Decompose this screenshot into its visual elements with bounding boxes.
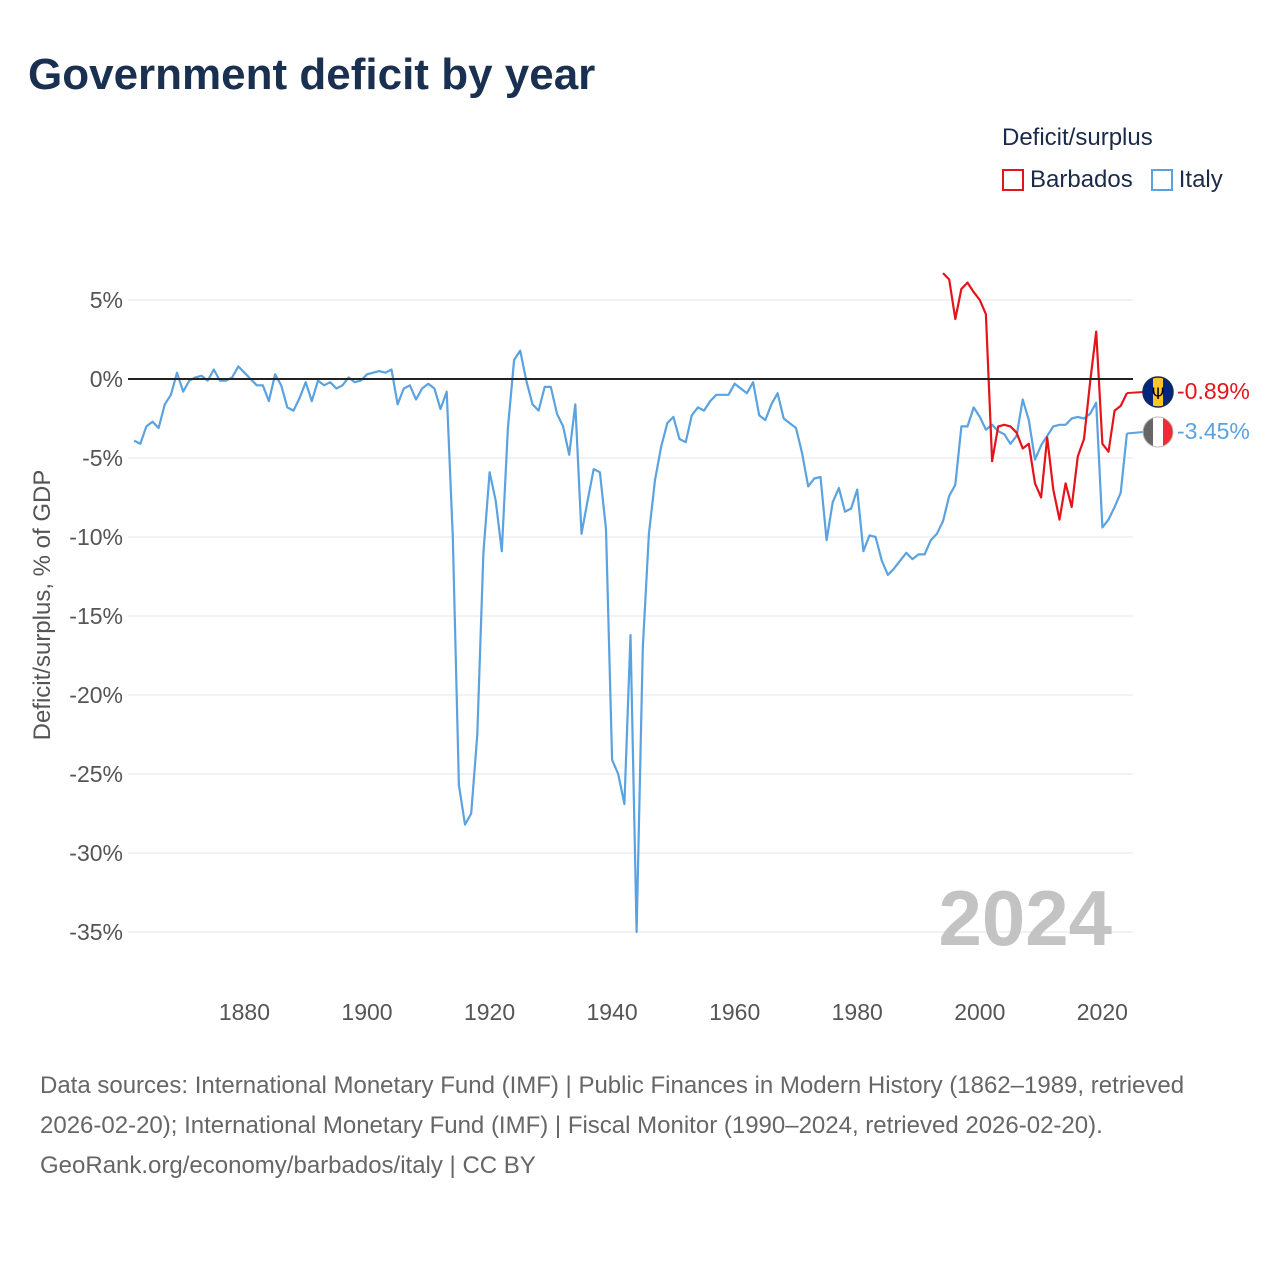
x-tick-label: 1920 [464,999,515,1025]
series-line-barbados [942,272,1128,521]
y-axis-label: Deficit/surplus, % of GDP [29,470,56,741]
gridlines [128,299,1133,933]
barbados-flag-icon: Ψ [1142,376,1174,408]
y-tick-label: 5% [90,287,123,313]
chart-title: Government deficit by year [28,50,596,99]
x-axis-ticks: 1880 1900 1920 1940 1960 1980 2000 2020 [219,999,1128,1025]
y-tick-label: -15% [69,603,123,629]
x-tick-label: 1980 [832,999,883,1025]
footer: Data sources: International Monetary Fun… [40,1066,1240,1186]
end-label-barbados: -0.89% [1177,378,1250,404]
year-watermark: 2024 [938,874,1112,962]
x-tick-label: 1880 [219,999,270,1025]
line-chart: 5% 0% -5% -10% -15% -20% -25% -30% -35% 1880 1900… [29,272,1250,1025]
connector-barbados [1126,391,1144,395]
legend-item-italy[interactable]: Italy [1150,166,1223,194]
y-tick-label: -25% [69,761,123,787]
connector-italy [1126,431,1144,435]
legend-item-barbados[interactable]: Barbados [1002,166,1133,194]
y-tick-label: -10% [69,524,123,550]
svg-text:Ψ: Ψ [1152,384,1165,403]
series-lines [128,272,1144,934]
y-axis-ticks: 5% 0% -5% -10% -15% -20% -25% -30% -35% [69,287,123,945]
y-tick-label: -30% [69,840,123,866]
y-tick-label: 0% [90,366,123,392]
series-line-italy [133,349,1128,934]
x-tick-label: 2020 [1077,999,1128,1025]
y-tick-label: -20% [69,682,123,708]
legend-swatch-barbados [1002,169,1024,191]
y-tick-label: -5% [82,445,123,471]
x-tick-label: 1940 [587,999,638,1025]
legend-swatch-italy [1150,169,1173,191]
x-tick-label: 2000 [954,999,1005,1025]
legend-label-italy: Italy [1178,166,1223,193]
legend-title: Deficit/surplus [1002,124,1153,151]
italy-flag-icon [1142,416,1174,448]
x-tick-label: 1960 [709,999,760,1025]
x-tick-label: 1900 [341,999,392,1025]
y-tick-label: -35% [69,919,123,945]
legend: Barbados Italy [1002,166,1223,194]
legend-label-barbados: Barbados [1030,166,1133,193]
end-label-italy: -3.45% [1177,418,1250,444]
data-sources: Data sources: International Monetary Fun… [40,1072,1185,1139]
credit-link[interactable]: GeoRank.org/economy/barbados/italy | CC … [40,1152,536,1179]
